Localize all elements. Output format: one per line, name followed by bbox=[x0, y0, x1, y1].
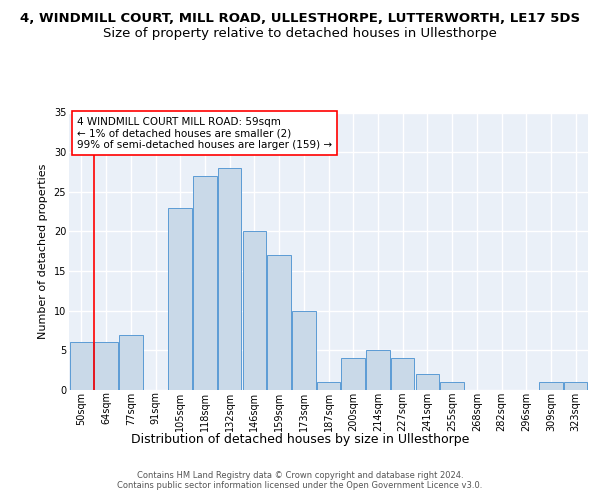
Bar bbox=[268, 255, 291, 390]
Bar bbox=[169, 208, 192, 390]
Bar bbox=[94, 342, 118, 390]
Bar bbox=[119, 334, 143, 390]
Bar bbox=[440, 382, 464, 390]
Bar bbox=[391, 358, 415, 390]
Bar bbox=[218, 168, 241, 390]
Bar bbox=[242, 232, 266, 390]
Text: Distribution of detached houses by size in Ullesthorpe: Distribution of detached houses by size … bbox=[131, 432, 469, 446]
Y-axis label: Number of detached properties: Number of detached properties bbox=[38, 164, 48, 339]
Bar bbox=[193, 176, 217, 390]
Bar bbox=[341, 358, 365, 390]
Bar bbox=[292, 310, 316, 390]
Bar bbox=[70, 342, 93, 390]
Text: 4 WINDMILL COURT MILL ROAD: 59sqm
← 1% of detached houses are smaller (2)
99% of: 4 WINDMILL COURT MILL ROAD: 59sqm ← 1% o… bbox=[77, 116, 332, 150]
Bar bbox=[416, 374, 439, 390]
Text: Contains HM Land Registry data © Crown copyright and database right 2024.
Contai: Contains HM Land Registry data © Crown c… bbox=[118, 470, 482, 490]
Bar bbox=[539, 382, 563, 390]
Bar bbox=[366, 350, 389, 390]
Text: 4, WINDMILL COURT, MILL ROAD, ULLESTHORPE, LUTTERWORTH, LE17 5DS: 4, WINDMILL COURT, MILL ROAD, ULLESTHORP… bbox=[20, 12, 580, 26]
Bar bbox=[317, 382, 340, 390]
Text: Size of property relative to detached houses in Ullesthorpe: Size of property relative to detached ho… bbox=[103, 28, 497, 40]
Bar bbox=[564, 382, 587, 390]
